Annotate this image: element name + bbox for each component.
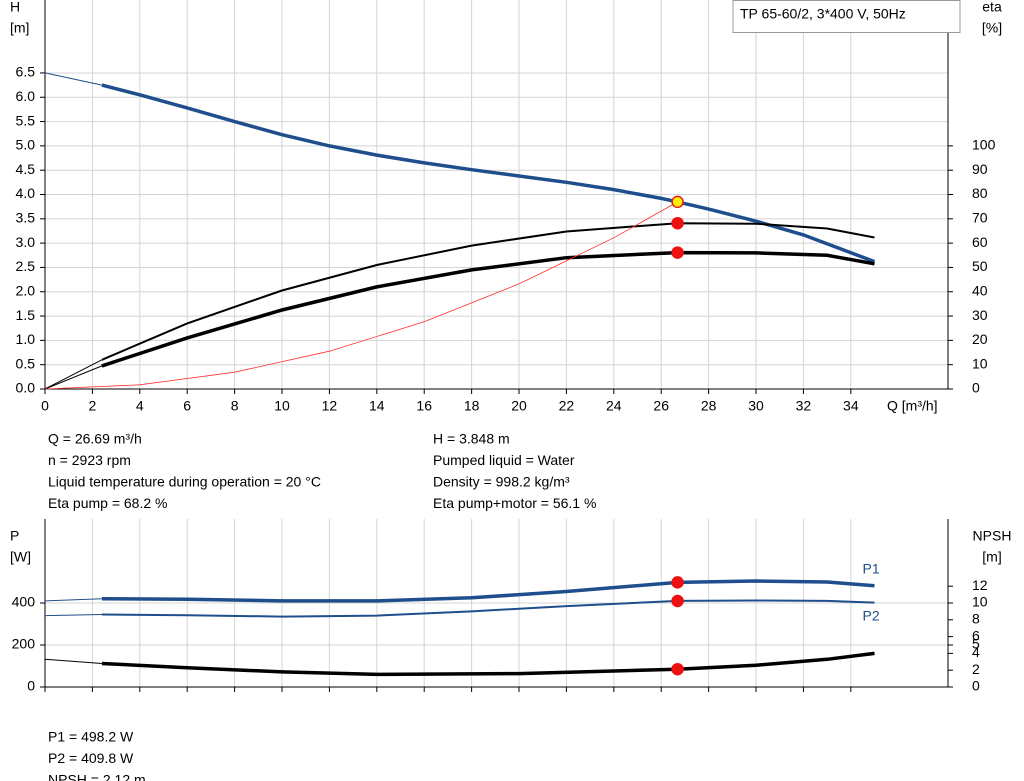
y-axis-title: [m] <box>10 20 29 36</box>
y-tick-label: 2.0 <box>16 282 36 298</box>
y2-tick-label: 4 <box>972 644 980 660</box>
x-tick-label: 10 <box>274 398 290 414</box>
title-box <box>732 0 961 33</box>
y-tick-label: 5.5 <box>16 112 36 128</box>
y2-tick-label: 40 <box>972 282 988 298</box>
y2-tick-label: 80 <box>972 185 988 201</box>
y2-tick-label: 90 <box>972 161 988 177</box>
info-text: NPSH = 2.12 m <box>48 772 146 781</box>
y2-tick-label: 6 <box>972 627 980 643</box>
y2-tick-label: 70 <box>972 210 988 226</box>
info-text: H = 3.848 m <box>433 431 510 447</box>
y2-tick-label: 8 <box>972 611 980 627</box>
x-tick-label: 12 <box>322 398 338 414</box>
curve <box>44 365 103 390</box>
y-tick-label: 6.5 <box>16 64 36 80</box>
y-tick-label: 1.0 <box>16 331 36 347</box>
y2-axis-title: [m] <box>982 549 1001 565</box>
x-tick-label: 20 <box>511 398 527 414</box>
x-tick-label: 34 <box>843 398 859 414</box>
y2-tick-label: 10 <box>972 594 988 610</box>
curve <box>101 599 875 618</box>
y-axis-title: P <box>10 528 19 544</box>
curve <box>101 579 875 603</box>
curve <box>44 614 102 617</box>
curve <box>101 83 876 264</box>
curve <box>44 658 102 664</box>
info-text: Eta pump = 68.2 % <box>48 495 167 511</box>
info-text: P1 = 498.2 W <box>48 729 134 745</box>
operating-point <box>671 662 684 676</box>
y2-axis-title: [%] <box>982 20 1002 36</box>
y-tick-label: 0 <box>27 678 35 694</box>
info-text: Density = 998.2 kg/m³ <box>433 474 570 490</box>
x-tick-label: 8 <box>231 398 239 414</box>
y2-tick-label: 0 <box>972 678 980 694</box>
y-axis-title: [W] <box>10 549 31 565</box>
y-tick-label: 1.5 <box>16 307 36 323</box>
curve <box>101 222 875 361</box>
y2-tick-label: 50 <box>972 258 988 274</box>
y-tick-label: 400 <box>12 594 36 610</box>
y2-axis-title: eta <box>982 0 1002 15</box>
y-tick-label: 2.5 <box>16 258 36 274</box>
y2-tick-label: 2 <box>972 661 980 677</box>
x-tick-label: 2 <box>89 398 97 414</box>
y-tick-label: 6.0 <box>16 88 36 104</box>
x-tick-label: 22 <box>559 398 575 414</box>
curve <box>44 201 678 390</box>
x-tick-label: 18 <box>464 398 480 414</box>
x-tick-label: 24 <box>606 398 622 414</box>
curve <box>101 651 875 677</box>
operating-point <box>671 576 684 589</box>
y-tick-label: 4.0 <box>16 185 36 201</box>
y2-tick-label: 100 <box>972 137 996 153</box>
operating-point <box>671 246 684 259</box>
y2-axis-title: NPSH <box>973 528 1012 544</box>
y2-tick-label: 20 <box>972 331 988 347</box>
info-text: n = 2923 rpm <box>48 452 131 468</box>
operating-point <box>671 216 684 230</box>
y2-tick-label: 0 <box>972 380 980 396</box>
curve <box>44 598 102 602</box>
y-axis-title: H <box>10 0 20 15</box>
y-tick-label: 3.0 <box>16 234 36 250</box>
series-label: P1 <box>863 560 880 576</box>
x-tick-label: 30 <box>748 398 764 414</box>
series-label: P2 <box>863 607 880 623</box>
y-tick-label: 200 <box>12 636 36 652</box>
x-tick-label: 26 <box>653 398 669 414</box>
info-text: Liquid temperature during operation = 20… <box>48 474 321 490</box>
x-tick-label: 14 <box>369 398 385 414</box>
operating-point <box>671 195 684 209</box>
y-tick-label: 0.5 <box>16 355 36 371</box>
x-axis-title: Q [m³/h] <box>887 398 938 414</box>
x-tick-label: 4 <box>136 398 144 414</box>
x-tick-label: 32 <box>796 398 812 414</box>
x-tick-label: 28 <box>701 398 717 414</box>
operating-point <box>671 594 684 608</box>
y2-tick-label: 12 <box>972 577 988 593</box>
y2-tick-label: 30 <box>972 307 988 323</box>
info-text: P2 = 409.8 W <box>48 750 134 766</box>
curve <box>44 72 103 86</box>
y-tick-label: 3.5 <box>16 210 36 226</box>
x-tick-label: 6 <box>183 398 191 414</box>
y-tick-label: 4.5 <box>16 161 36 177</box>
chart-title: TP 65-60/2, 3*400 V, 50Hz <box>740 6 906 22</box>
x-tick-label: 0 <box>41 398 49 414</box>
y2-tick-label: 10 <box>972 355 988 371</box>
curve <box>44 359 103 390</box>
x-tick-label: 16 <box>416 398 432 414</box>
info-text: Eta pump+motor = 56.1 % <box>433 495 596 511</box>
info-text: Pumped liquid = Water <box>433 452 575 468</box>
curve <box>101 250 875 368</box>
y-tick-label: 0.0 <box>16 380 36 396</box>
y2-tick-label: 5 <box>972 636 980 652</box>
info-text: Q = 26.69 m³/h <box>48 431 142 447</box>
y-tick-label: 5.0 <box>16 137 36 153</box>
y2-tick-label: 60 <box>972 234 988 250</box>
